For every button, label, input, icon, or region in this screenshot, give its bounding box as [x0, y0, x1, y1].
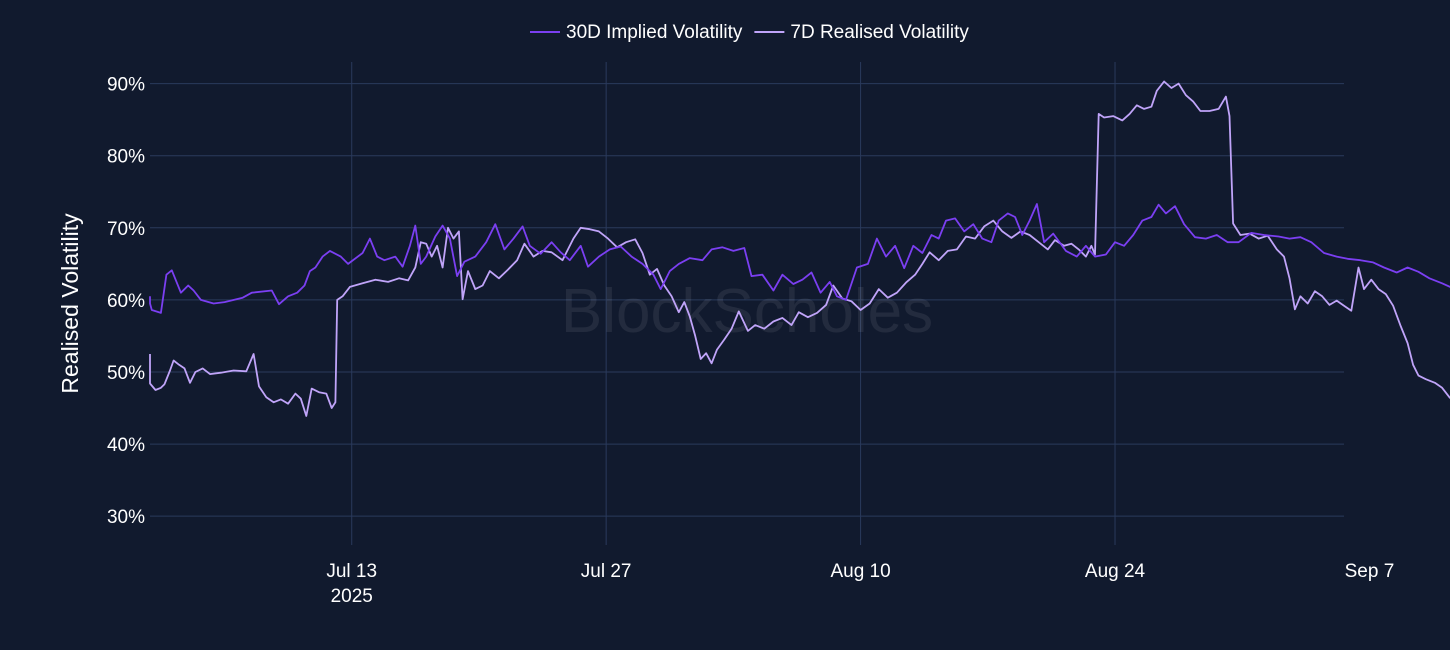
- x-tick-label: Aug 10: [830, 561, 890, 582]
- y-tick-label: 60%: [107, 291, 145, 312]
- series-line-7d-realised-volatility: [149, 80, 1450, 417]
- series-line-30d-implied-volatility: [149, 203, 1450, 314]
- y-tick-label: 70%: [107, 219, 145, 240]
- gridlines: [150, 62, 1344, 545]
- legend-label-7d-realised-volatility[interactable]: 7D Realised Volatility: [790, 22, 969, 43]
- y-tick-label: 50%: [107, 363, 145, 384]
- y-tick-label: 90%: [107, 75, 145, 96]
- y-tick-label: 80%: [107, 147, 145, 168]
- series-group: [149, 80, 1450, 417]
- y-tick-label: 40%: [107, 435, 145, 456]
- y-axis: 30% 40% 50% 60% 70% 80% 90%: [107, 75, 145, 529]
- x-tick-label: Sep 7: [1345, 561, 1395, 582]
- legend: 30D Implied Volatility 7D Realised Volati…: [530, 22, 969, 43]
- x-tick-sublabel: 2025: [331, 586, 373, 607]
- legend-label-30d-implied-volatility[interactable]: 30D Implied Volatility: [566, 22, 743, 43]
- x-tick-label: Jul 27: [581, 561, 632, 582]
- x-tick-label: Aug 24: [1085, 561, 1146, 582]
- y-axis-title: Realised Volatility: [57, 213, 83, 394]
- x-tick-label: Jul 13: [326, 561, 377, 582]
- watermark-text: BlockScholes: [561, 277, 933, 346]
- y-tick-label: 30%: [107, 507, 145, 528]
